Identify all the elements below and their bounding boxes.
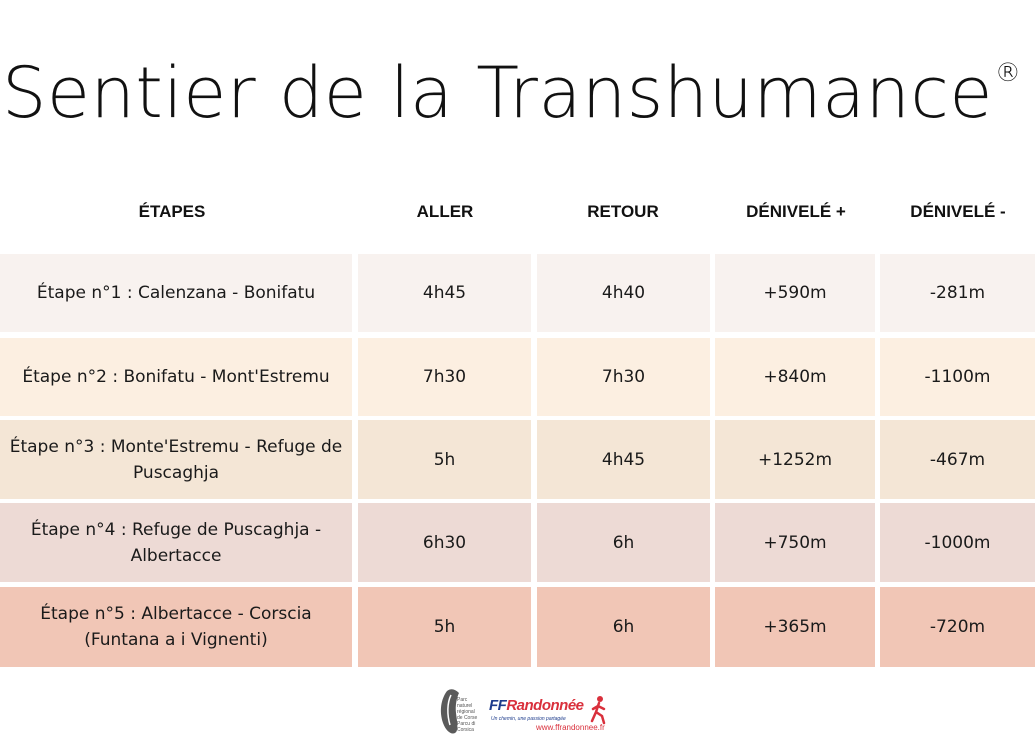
- registered-mark: ®: [994, 58, 1022, 88]
- denivele-plus-cell: +590m: [715, 254, 875, 332]
- pnr-line-5: Parcu di Corsica: [457, 721, 476, 733]
- footer-logos: Parc naturel régional de Corse Parcu di …: [0, 683, 1035, 743]
- aller-cell: 7h30: [358, 338, 531, 416]
- retour-value: 4h40: [601, 283, 646, 303]
- denivele-plus-value: +750m: [763, 532, 827, 553]
- etape-cell: Étape n°5 : Albertacce - Corscia (Funtana…: [0, 587, 352, 667]
- etape-line: Albertacce: [130, 545, 222, 566]
- aller-cell: 4h45: [358, 254, 531, 332]
- header-denivele-moins: DÉNIVELÉ -: [910, 202, 1006, 221]
- etape-label: Étape n°3 : Monte'Estremu - Refuge de Pus…: [10, 434, 343, 486]
- etape-label: Étape n°2 : Bonifatu - Mont'Estremu: [22, 364, 329, 390]
- pnr-line-1: Parc: [457, 697, 468, 703]
- denivele-moins-cell: -281m: [880, 254, 1035, 332]
- hiker-icon: [590, 696, 606, 725]
- title-text: Sentier de la Transhumance: [2, 52, 993, 134]
- ffrandonnee-logo: FFRandonnée: [489, 697, 584, 714]
- denivele-plus-value: +1252m: [757, 449, 833, 470]
- etape-cell: Étape n°1 : Calenzana - Bonifatu: [0, 254, 352, 332]
- denivele-moins-cell: -720m: [880, 587, 1035, 667]
- etape-cell: Étape n°3 : Monte'Estremu - Refuge de Pus…: [0, 420, 352, 499]
- retour-cell: 4h45: [537, 420, 710, 499]
- ffr-brand-ff: FF: [489, 697, 507, 714]
- denivele-plus-value: +590m: [763, 283, 827, 303]
- header-denivele-plus: DÉNIVELÉ +: [746, 202, 846, 221]
- denivele-moins-cell: -1100m: [880, 338, 1035, 416]
- ffrandonnee-url: www.ffrandonnee.fr: [536, 723, 605, 732]
- aller-value: 5h: [433, 449, 456, 470]
- retour-value: 4h45: [601, 449, 646, 470]
- aller-value: 5h: [433, 617, 456, 637]
- denivele-plus-value: +365m: [763, 617, 827, 637]
- retour-cell: 6h: [537, 587, 710, 667]
- denivele-plus-cell: +840m: [715, 338, 875, 416]
- etape-line: Puscaghja: [132, 462, 220, 483]
- retour-cell: 7h30: [537, 338, 710, 416]
- header-retour: RETOUR: [587, 202, 659, 221]
- retour-value: 7h30: [601, 367, 646, 387]
- denivele-moins-value: -467m: [929, 449, 986, 470]
- aller-cell: 5h: [358, 420, 531, 499]
- denivele-moins-value: -1100m: [924, 367, 991, 387]
- page-title: Sentier de la Transhumance®: [2, 58, 1021, 128]
- denivele-moins-cell: -1000m: [880, 503, 1035, 582]
- etape-cell: Étape n°2 : Bonifatu - Mont'Estremu: [0, 338, 352, 416]
- header-aller: ALLER: [416, 202, 474, 221]
- ffrandonnee-tagline: Un chemin, une passion partagée: [491, 716, 566, 722]
- denivele-plus-cell: +1252m: [715, 420, 875, 499]
- aller-cell: 5h: [358, 587, 531, 667]
- etape-label: Étape n°4 : Refuge de Puscaghja - Alberta…: [31, 517, 321, 569]
- header-etapes: ÉTAPES: [138, 202, 206, 221]
- pnr-line-3: régional: [457, 709, 475, 715]
- etape-label: Étape n°1 : Calenzana - Bonifatu: [37, 280, 315, 306]
- denivele-moins-cell: -467m: [880, 420, 1035, 499]
- pnr-line-4: de Corse: [457, 715, 478, 721]
- denivele-plus-cell: +750m: [715, 503, 875, 582]
- ffr-brand-rest: Randonnée: [506, 697, 584, 714]
- etape-label: Étape n°5 : Albertacce - Corscia (Funtana…: [40, 601, 311, 653]
- denivele-moins-value: -1000m: [924, 532, 991, 553]
- etape-line: Étape n°4 : Refuge de Puscaghja -: [30, 519, 322, 540]
- etape-line: Étape n°1 : Calenzana - Bonifatu: [36, 283, 316, 303]
- aller-value: 4h45: [422, 283, 467, 303]
- aller-cell: 6h30: [358, 503, 531, 582]
- etape-line: (Funtana a i Vignenti): [84, 630, 268, 650]
- denivele-moins-value: -720m: [929, 617, 986, 637]
- denivele-plus-value: +840m: [763, 367, 827, 387]
- parc-naturel-logo-text: Parc naturel régional de Corse Parcu di …: [457, 697, 487, 733]
- etape-cell: Étape n°4 : Refuge de Puscaghja - Alberta…: [0, 503, 352, 582]
- retour-value: 6h: [612, 532, 635, 553]
- retour-value: 6h: [612, 617, 635, 637]
- etape-line: Étape n°3 : Monte'Estremu - Refuge de: [9, 436, 343, 457]
- denivele-plus-cell: +365m: [715, 587, 875, 667]
- retour-cell: 6h: [537, 503, 710, 582]
- denivele-moins-value: -281m: [929, 283, 986, 303]
- retour-cell: 4h40: [537, 254, 710, 332]
- pnr-line-2: naturel: [457, 703, 473, 709]
- aller-value: 6h30: [422, 532, 467, 553]
- etape-line: Étape n°2 : Bonifatu - Mont'Estremu: [22, 367, 330, 387]
- etape-line: Étape n°5 : Albertacce - Corscia: [40, 604, 312, 624]
- aller-value: 7h30: [422, 367, 467, 387]
- parc-naturel-logo-icon: [440, 689, 459, 734]
